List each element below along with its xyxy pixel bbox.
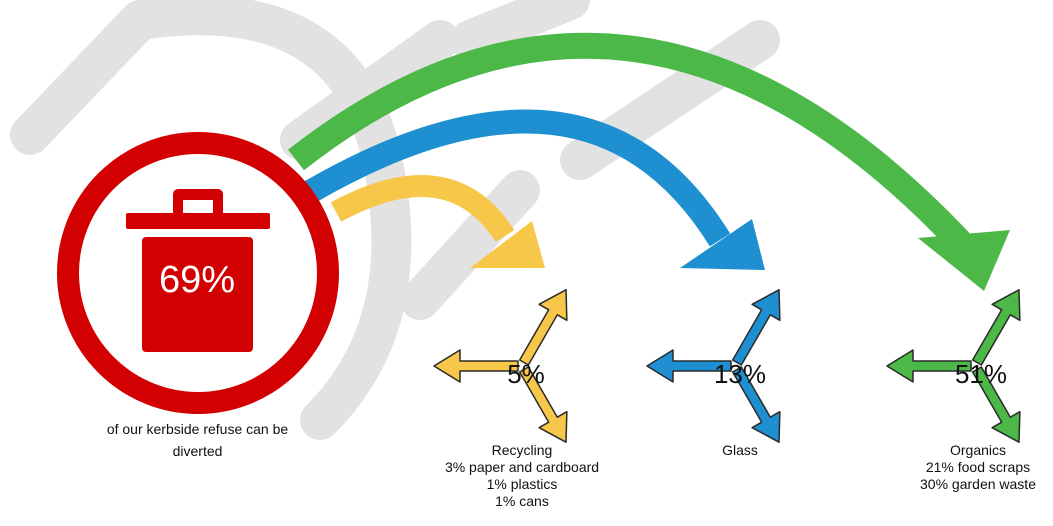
percent-organics: 51% xyxy=(955,359,1007,389)
detail-organics-garden: 30% garden waste xyxy=(920,476,1036,492)
bin-icon xyxy=(126,189,270,352)
main-caption: of our kerbside refuse can be diverted xyxy=(60,421,335,460)
label-recycling: Recycling xyxy=(491,442,553,458)
flow-arrow-glass xyxy=(303,109,765,270)
main-caption-line-1: of our kerbside refuse can be xyxy=(106,421,289,437)
detail-recycling-plastics: 1% plastics xyxy=(486,476,558,492)
label-organics: Organics xyxy=(949,442,1007,458)
flow-arrow-organics xyxy=(287,32,1010,291)
percent-glass: 13% xyxy=(714,359,766,389)
main-percent: 69% xyxy=(159,259,235,301)
detail-recycling-cans: 1% cans xyxy=(495,493,549,509)
flow-arrow-recycling xyxy=(330,175,545,268)
label-glass: Glass xyxy=(722,442,758,458)
caption-organics: Organics 21% food scraps 30% garden wast… xyxy=(903,442,1053,493)
percent-recycling: 5% xyxy=(507,359,545,389)
detail-organics-food: 21% food scraps xyxy=(925,459,1031,475)
detail-recycling-paper: 3% paper and cardboard xyxy=(444,459,600,475)
main-caption-line-2: diverted xyxy=(172,443,223,459)
caption-glass: Glass xyxy=(690,442,790,459)
main-bin-group: 69% xyxy=(57,132,339,414)
caption-recycling: Recycling 3% paper and cardboard 1% plas… xyxy=(412,442,632,510)
